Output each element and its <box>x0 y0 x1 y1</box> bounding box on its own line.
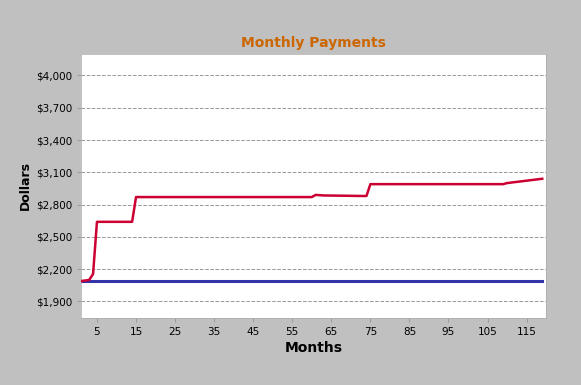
30 yr Fixed IO <box>171 279 178 283</box>
Existing 3-1
ARM <box>85 278 92 282</box>
30 yr Fixed IO <box>449 279 456 283</box>
Existing 3-1
ARM <box>367 182 374 186</box>
30 yr Fixed IO <box>223 279 229 283</box>
Existing 3-1
ARM <box>359 194 366 198</box>
Line: Existing 3-1
ARM: Existing 3-1 ARM <box>81 179 542 281</box>
Existing 3-1
ARM <box>94 219 101 224</box>
Existing 3-1
ARM <box>312 192 319 197</box>
Existing 3-1
ARM <box>500 182 507 186</box>
30 yr Fixed IO <box>472 279 479 283</box>
Existing 3-1
ARM <box>125 219 132 224</box>
Existing 3-1
ARM <box>89 272 96 276</box>
Y-axis label: Dollars: Dollars <box>19 161 32 210</box>
30 yr Fixed IO <box>347 279 354 283</box>
Title: Monthly Payments: Monthly Payments <box>241 36 386 50</box>
Existing 3-1
ARM <box>309 195 315 199</box>
30 yr Fixed IO <box>539 279 546 283</box>
Existing 3-1
ARM <box>132 195 139 199</box>
Existing 3-1
ARM <box>304 195 311 199</box>
Existing 3-1
ARM <box>320 193 327 198</box>
Existing 3-1
ARM <box>504 181 511 186</box>
30 yr Fixed IO <box>78 279 85 283</box>
X-axis label: Months: Months <box>285 341 343 355</box>
Existing 3-1
ARM <box>128 219 135 224</box>
Existing 3-1
ARM <box>78 279 85 283</box>
Existing 3-1
ARM <box>539 176 546 181</box>
Existing 3-1
ARM <box>363 194 370 198</box>
30 yr Fixed IO <box>414 279 421 283</box>
